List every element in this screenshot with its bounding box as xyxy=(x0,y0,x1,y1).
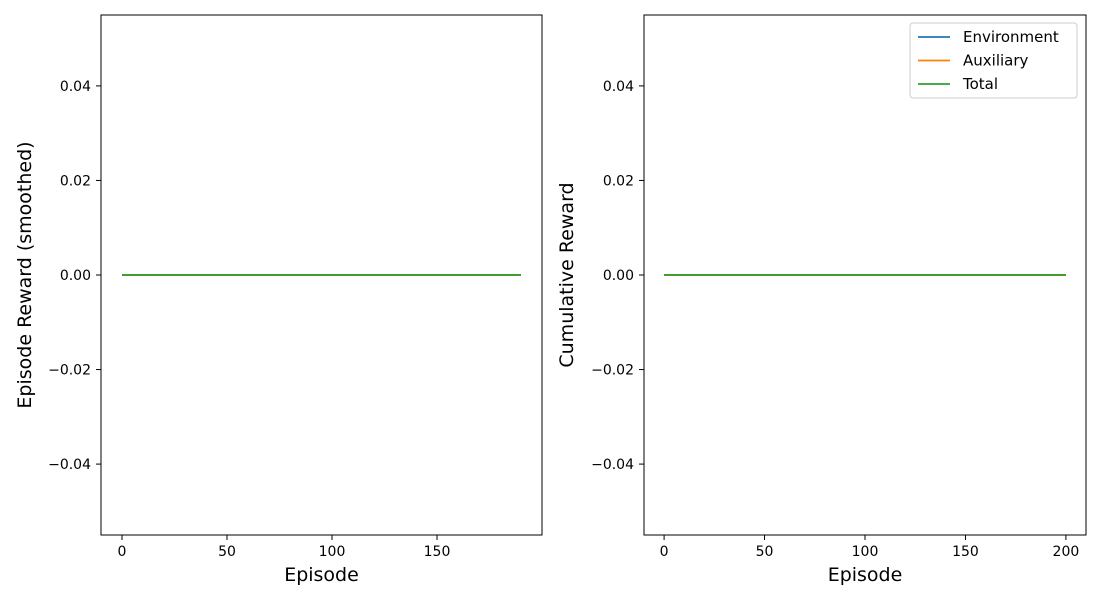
x-tick-label: 150 xyxy=(424,544,451,560)
y-tick-label: 0.00 xyxy=(60,268,91,284)
y-tick-label: 0.04 xyxy=(603,79,634,95)
y-tick-label: 0.04 xyxy=(60,79,91,95)
x-tick-label: 100 xyxy=(319,544,346,560)
y-tick-label: −0.02 xyxy=(48,363,91,379)
y-tick-label: 0.02 xyxy=(603,173,634,189)
y-tick-label: 0.00 xyxy=(603,268,634,284)
legend-label-total: Total xyxy=(962,75,998,93)
x-axis-title: Episode xyxy=(828,564,903,586)
x-tick-label: 100 xyxy=(852,544,879,560)
x-tick-label: 50 xyxy=(756,544,774,560)
y-tick-label: −0.04 xyxy=(591,457,634,473)
x-tick-label: 0 xyxy=(118,544,127,560)
chart-cumulative-reward: 0 50 100 150 200 −0.04 −0.02 0.00 0.02 0.04 Episod… xyxy=(556,14,1087,586)
legend-label-auxiliary: Auxiliary xyxy=(963,52,1029,70)
y-axis-title: Cumulative Reward xyxy=(556,182,578,367)
x-axis-title: Episode xyxy=(284,564,359,586)
legend-label-environment: Environment xyxy=(963,28,1059,46)
chart-episode-reward: 0 50 100 150 −0.04 −0.02 0.00 0.02 0.04 Episode Ep… xyxy=(14,14,543,586)
y-tick-label: −0.02 xyxy=(591,363,634,379)
y-tick-label: −0.04 xyxy=(48,457,91,473)
x-tick-label: 200 xyxy=(1053,544,1080,560)
x-tick-label: 50 xyxy=(218,544,236,560)
legend: Environment Auxiliary Total xyxy=(909,22,1078,99)
y-tick-label: 0.02 xyxy=(60,173,91,189)
x-tick-label: 0 xyxy=(660,544,669,560)
y-axis-title: Episode Reward (smoothed) xyxy=(14,141,36,408)
x-tick-label: 150 xyxy=(952,544,979,560)
legend-box xyxy=(909,22,1078,99)
